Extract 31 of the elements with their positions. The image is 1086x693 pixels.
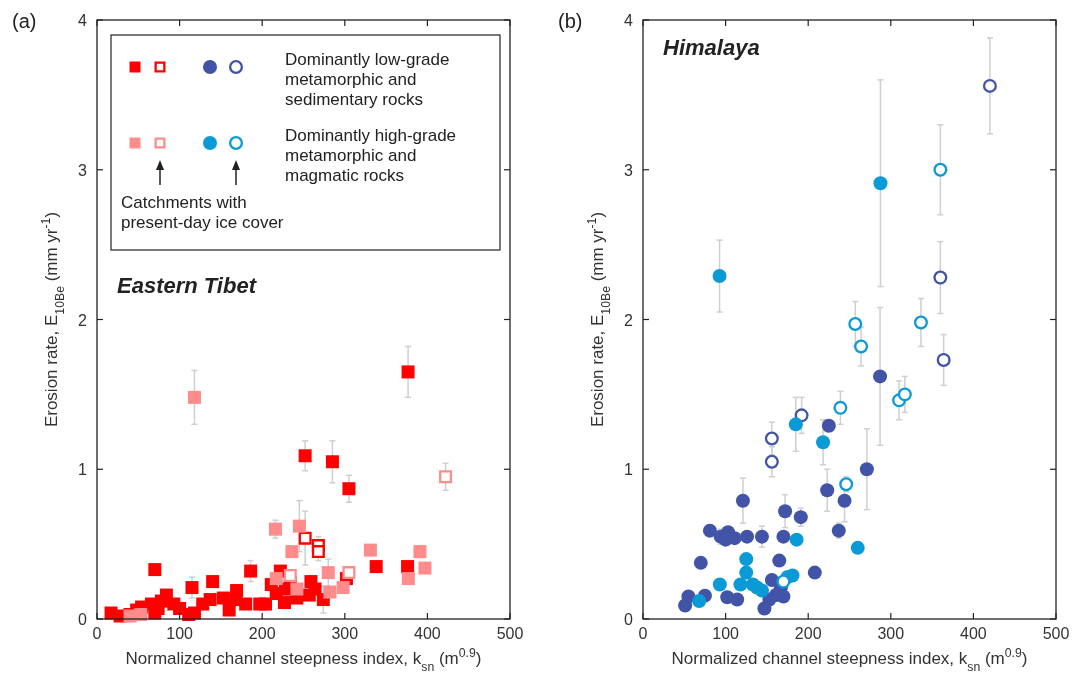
y-tick-label: 1 [624,461,634,479]
annotation: Catchments with present-day ice cover [121,193,284,232]
chart-title: (b) [558,10,583,32]
y-tick-label: 2 [78,311,88,329]
text: Himalaya [663,35,760,60]
x-tick-label: 500 [496,625,524,642]
y-tick-label: 4 [624,12,634,29]
x-tick-label: 200 [794,625,822,642]
x-tick-label: 100 [166,625,194,642]
x-tick-label: 300 [877,625,905,642]
y-tick-label: 2 [624,311,634,329]
y-tick-label: 4 [78,12,88,29]
text: Eastern Tibet [117,273,258,298]
x-tick-label: 0 [638,625,648,642]
x-tick-label: 500 [1042,625,1070,642]
y-tick-label: 1 [78,461,88,479]
x-tick-label: 300 [331,625,359,642]
y-tick-label: 3 [624,161,634,179]
text: Dominantly high-grade metamorphic and magmatic rocks [285,126,457,185]
text: Dominantly low-grade metamorphic and sedimentary rocks [285,50,450,109]
x-axis-title: Normalized channel steepness index, k$_{sn}$ (m$^{0.9}$) [671,646,1028,674]
x-tick-label: 100 [712,625,740,642]
x-tick-label: 400 [960,625,987,642]
x-tick-label: 0 [92,625,102,642]
y-tick-label: 0 [78,611,88,628]
y-tick-label: 3 [78,161,88,179]
x-tick-label: 400 [414,625,441,642]
chart-title: (a) [12,10,37,32]
x-axis-title: Normalized channel steepness index, k$_{sn}$ (m$^{0.9}$) [125,646,482,674]
y-tick-label: 0 [624,611,634,628]
x-tick-label: 200 [248,625,276,642]
